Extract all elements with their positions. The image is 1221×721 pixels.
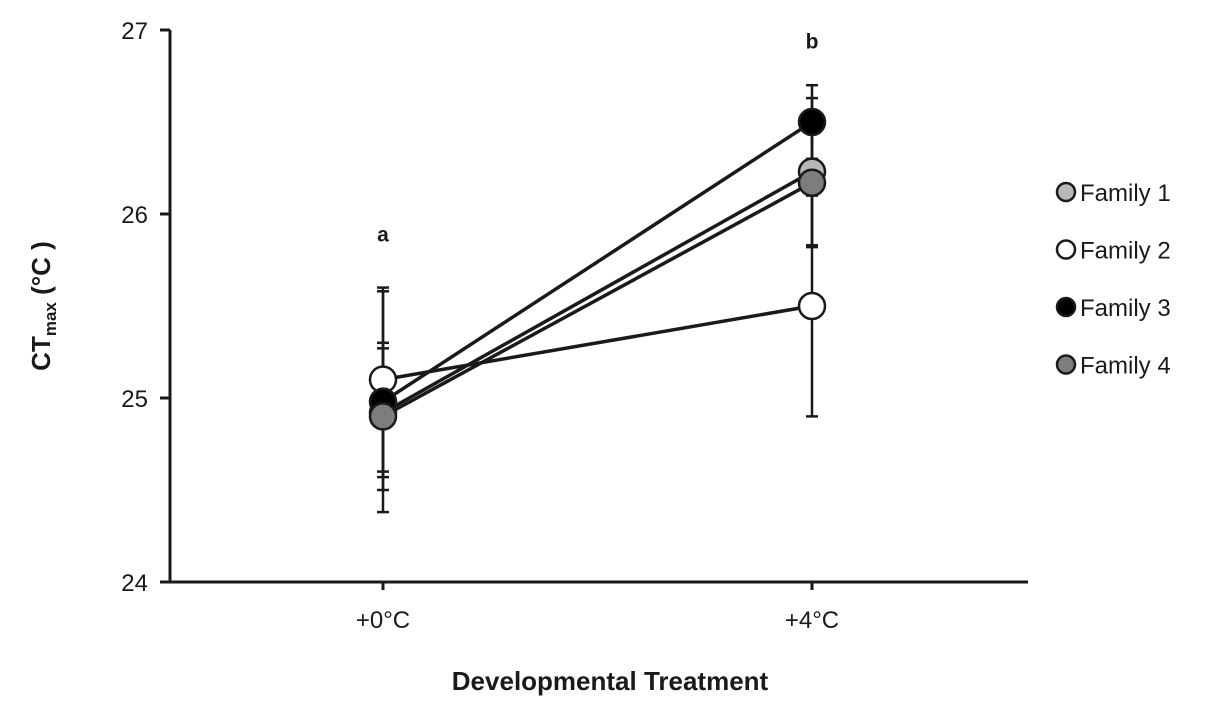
legend-label: Family 3 [1080,295,1171,322]
legend-marker [1055,239,1077,260]
legend-marker [1055,354,1077,375]
legend-label: Family 1 [1080,180,1171,207]
series-lines [382,120,813,418]
legend-item-family-3: Family 3 [1055,295,1171,322]
point-family-2 [797,291,827,321]
legend-label: Family 2 [1080,238,1171,265]
significance-label: a [377,224,389,247]
legend-marker [1055,296,1077,318]
series-line-family-2 [382,304,813,382]
y-tick-label: 25 [121,386,148,413]
x-ticks: +0°C +4°C [356,582,839,634]
point-family-4 [797,168,827,197]
series-line-family-1 [382,170,813,415]
legend-item-family-1: Family 1 [1055,180,1171,207]
significance-annotations: ab [377,30,818,246]
legend-marker [1055,181,1077,203]
y-ticks: 24 25 26 27 [121,18,170,597]
y-tick-label: 24 [121,570,148,597]
series-line-family-3 [382,120,813,404]
y-tick-label: 27 [121,18,148,45]
legend-item-family-4: Family 4 [1055,353,1171,380]
legend-item-family-2: Family 2 [1055,238,1171,265]
legend: Family 1 Family 2 Family 3 Family 4 [1055,180,1171,380]
y-tick-label: 26 [121,202,148,229]
data-points [368,107,827,431]
legend-label: Family 4 [1080,353,1171,380]
y-axis-title: CTmax (°C ) [26,241,60,371]
x-tick-label: +4°C [785,607,839,634]
series-line-family-4 [382,181,813,418]
x-axis-title: Developmental Treatment [452,666,769,696]
significance-label: b [806,30,819,53]
point-family-4 [368,402,398,431]
point-family-3 [797,107,827,137]
x-tick-label: +0°C [356,607,410,634]
